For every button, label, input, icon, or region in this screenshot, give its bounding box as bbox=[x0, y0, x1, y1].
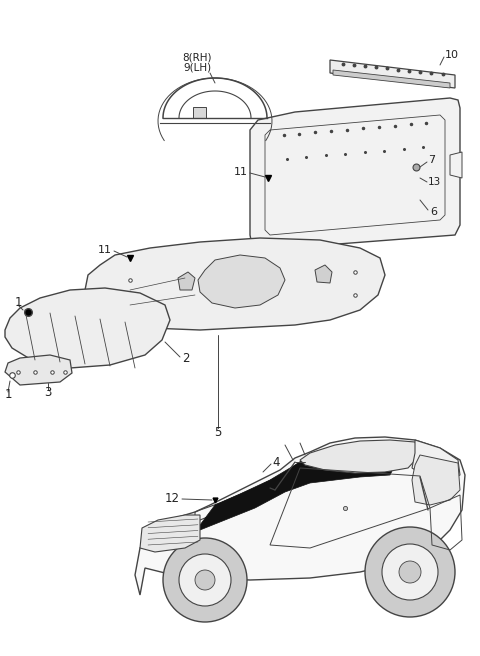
Text: 1: 1 bbox=[14, 295, 22, 308]
Polygon shape bbox=[250, 98, 460, 250]
Polygon shape bbox=[193, 107, 206, 118]
Polygon shape bbox=[412, 455, 460, 505]
Text: 10: 10 bbox=[445, 50, 459, 60]
Polygon shape bbox=[450, 152, 462, 178]
Polygon shape bbox=[5, 288, 170, 368]
Polygon shape bbox=[140, 515, 200, 552]
Text: 4: 4 bbox=[272, 455, 279, 468]
Text: 6: 6 bbox=[430, 207, 437, 217]
Circle shape bbox=[163, 538, 247, 622]
Polygon shape bbox=[315, 265, 332, 283]
Circle shape bbox=[365, 527, 455, 617]
Circle shape bbox=[179, 554, 231, 606]
Circle shape bbox=[399, 561, 421, 583]
Text: 7: 7 bbox=[428, 155, 435, 165]
Polygon shape bbox=[300, 440, 420, 473]
Polygon shape bbox=[5, 355, 72, 385]
Circle shape bbox=[195, 570, 215, 590]
Polygon shape bbox=[85, 238, 385, 330]
Text: 11: 11 bbox=[234, 167, 248, 177]
Text: 11: 11 bbox=[98, 245, 112, 255]
Polygon shape bbox=[412, 440, 460, 480]
Polygon shape bbox=[330, 60, 455, 88]
Polygon shape bbox=[198, 255, 285, 308]
Text: 9(LH): 9(LH) bbox=[183, 63, 211, 73]
Text: 8(RH): 8(RH) bbox=[182, 53, 212, 63]
Polygon shape bbox=[333, 70, 450, 88]
Text: 3: 3 bbox=[44, 386, 52, 400]
Polygon shape bbox=[200, 450, 395, 530]
Text: 12: 12 bbox=[165, 491, 180, 504]
Polygon shape bbox=[135, 437, 465, 595]
Text: 13: 13 bbox=[428, 177, 441, 187]
Text: 1: 1 bbox=[5, 388, 12, 401]
Circle shape bbox=[382, 544, 438, 600]
Text: 2: 2 bbox=[182, 352, 190, 365]
Text: 5: 5 bbox=[214, 426, 222, 438]
Polygon shape bbox=[178, 272, 195, 290]
